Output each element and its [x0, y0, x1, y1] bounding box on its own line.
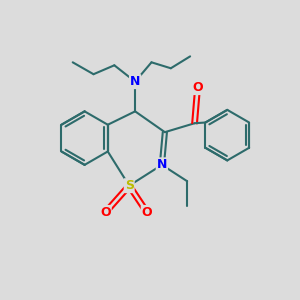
Text: S: S [125, 179, 134, 192]
Text: O: O [142, 206, 152, 219]
Text: N: N [157, 158, 167, 171]
Text: O: O [192, 81, 203, 94]
Text: N: N [130, 75, 140, 88]
Text: O: O [100, 206, 111, 219]
